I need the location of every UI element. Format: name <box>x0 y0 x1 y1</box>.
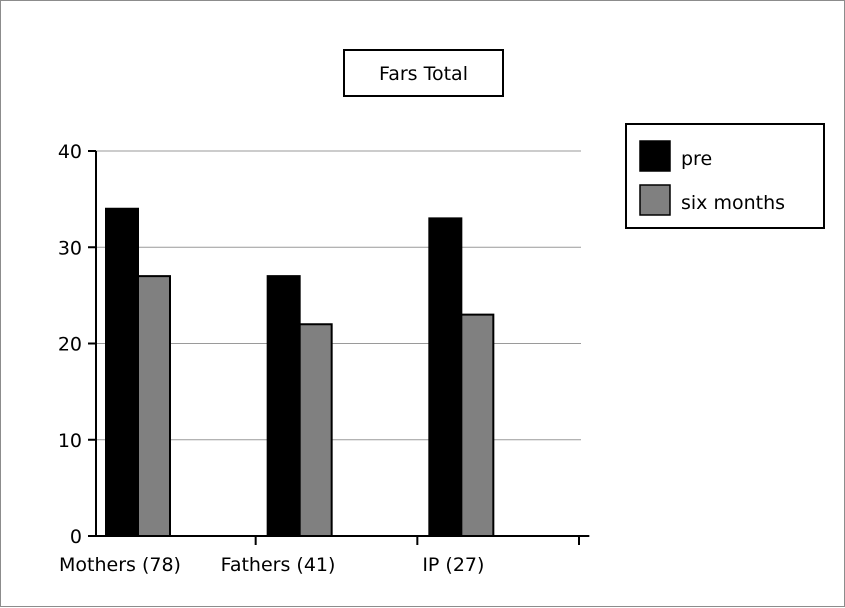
y-tick-label: 20 <box>58 334 82 356</box>
y-tick-label: 0 <box>70 526 82 548</box>
bar-six-months-2 <box>460 313 495 537</box>
bar-six-months-0 <box>137 275 171 537</box>
chart-title: Fars Total <box>343 49 504 97</box>
x-tick-label: IP (27) <box>422 554 484 576</box>
legend: pre six months <box>625 123 825 229</box>
legend-swatch-pre <box>639 140 671 172</box>
bars <box>105 207 590 537</box>
title-text: Fars Total <box>379 63 468 85</box>
bar-six-months-1 <box>298 323 333 537</box>
legend-swatch-six-months <box>639 184 671 216</box>
x-tick-label: Mothers (78) <box>59 554 181 576</box>
axes: Mothers (78) Fathers (41) IP (27) 0 10 20 30 40 <box>58 141 581 576</box>
legend-label-six-months: six months <box>681 192 785 214</box>
bar-pre-0 <box>105 207 139 537</box>
y-tick-label: 30 <box>58 237 82 259</box>
bar-pre-1 <box>266 275 301 537</box>
y-tick-label: 40 <box>58 141 82 163</box>
bar-pre-2 <box>428 217 463 537</box>
gridlines <box>96 150 581 441</box>
legend-label-pre: pre <box>681 148 712 170</box>
title-box <box>343 49 504 97</box>
x-tick-label: Fathers (41) <box>221 554 336 576</box>
y-tick-label: 10 <box>58 430 82 452</box>
